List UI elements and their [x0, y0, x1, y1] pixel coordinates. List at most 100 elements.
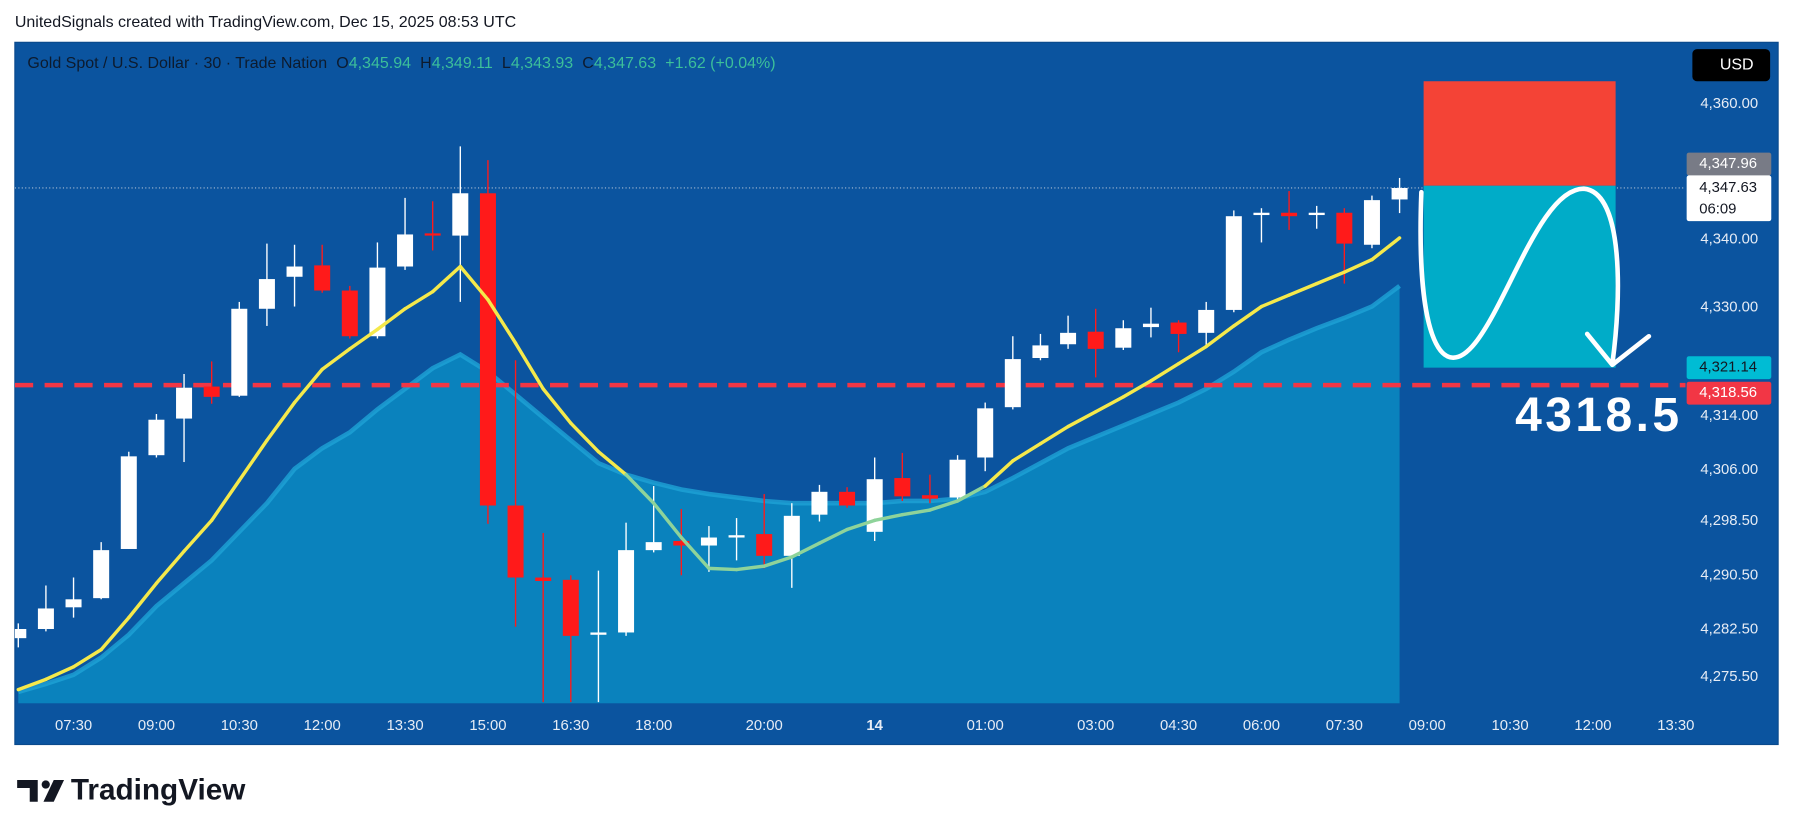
price-label: 4,321.14: [1699, 360, 1757, 376]
x-tick-label: 13:30: [1657, 718, 1694, 734]
x-tick-label: 10:30: [221, 718, 258, 734]
ma-segment: [430, 264, 463, 294]
candle-body: [37, 608, 54, 630]
candle-body: [1336, 212, 1353, 244]
legend-value: 4,345.94: [349, 55, 411, 72]
ma-segment: [541, 387, 573, 425]
legend-value: 4,343.93: [511, 55, 573, 72]
x-tick-label: 01:00: [967, 718, 1004, 734]
candle-body: [700, 537, 717, 546]
candle-body: [645, 542, 662, 551]
candle-body: [1170, 322, 1187, 334]
logo-dot: [41, 780, 50, 789]
y-tick-label: 4,290.50: [1700, 567, 1758, 583]
candle-body: [1308, 212, 1325, 216]
candle-body: [1032, 345, 1049, 359]
candle-body: [839, 491, 856, 506]
ma-segment: [127, 581, 159, 620]
candle-body: [949, 459, 966, 498]
ma-segment: [734, 564, 766, 572]
x-tick-label: 06:00: [1243, 718, 1280, 734]
candle-body: [424, 233, 441, 236]
candle-body: [1253, 212, 1270, 216]
price-label: 4,347.96: [1699, 156, 1757, 172]
ma-segment: [71, 647, 103, 669]
candle-body: [1087, 331, 1104, 349]
ma-segment: [237, 438, 269, 483]
legend-key: L: [502, 55, 511, 72]
price-label: 4,347.63: [1699, 180, 1757, 196]
brand-name: TradingView: [71, 773, 246, 806]
ma-segment: [1370, 236, 1402, 262]
x-tick-label: 07:30: [55, 718, 92, 734]
ma-segment: [403, 289, 435, 311]
y-tick-label: 4,314.00: [1700, 408, 1758, 424]
overlay: 4,360.00 4,340.00 4,330.00 4,314.00 4,306.00…: [55, 96, 1772, 734]
candle-body: [231, 308, 248, 396]
y-tick-label: 4,360.00: [1700, 96, 1758, 112]
y-tick-label: 4,340.00: [1700, 232, 1758, 248]
candle-body: [1225, 216, 1242, 310]
ma-segment: [707, 566, 739, 572]
ma-segment: [1287, 281, 1319, 297]
ma-segment: [1342, 257, 1374, 274]
currency-label[interactable]: USD: [1720, 56, 1754, 73]
ma-segment: [679, 535, 711, 571]
ma-segment: [845, 518, 877, 532]
candle-body: [1281, 212, 1298, 217]
candle-body: [977, 408, 994, 458]
symbol: Gold Spot / U.S. Dollar · 30 · Trade Nat…: [27, 55, 327, 72]
candle-body: [811, 491, 828, 515]
x-tick-label: 09:00: [1409, 718, 1446, 734]
x-tick-label: 07:30: [1326, 718, 1363, 734]
candle-body: [1198, 309, 1215, 333]
candle-body: [921, 495, 938, 499]
x-tick-label: 18:00: [635, 718, 672, 734]
candle-body: [894, 478, 911, 497]
ma-segment: [99, 615, 131, 652]
candle-body: [1115, 328, 1132, 348]
candle-body: [507, 505, 524, 578]
x-tick-label: 14: [866, 718, 883, 734]
candle-body: [369, 267, 386, 337]
arrow-drawing: [1418, 186, 1621, 366]
countdown: 06:09: [1699, 202, 1736, 218]
candle-body: [1004, 359, 1021, 408]
candle-body: [562, 579, 579, 636]
x-tick-label: 20:00: [746, 718, 783, 734]
legend-value: 4,347.63: [594, 55, 656, 72]
ma-segment: [1176, 344, 1208, 366]
x-tick-label: 03:00: [1077, 718, 1114, 734]
ma-segment: [1011, 442, 1043, 463]
ma-segment: [1204, 324, 1236, 349]
price-label-box: [1686, 175, 1772, 222]
candle-body: [120, 456, 137, 549]
candle-body: [618, 550, 635, 633]
ma-segment: [1121, 379, 1153, 399]
candle-body: [783, 515, 800, 556]
ma-segment: [624, 472, 656, 505]
brand-logo: [17, 779, 65, 802]
candle-body: [397, 234, 414, 267]
legend-key: O: [336, 55, 348, 72]
candle-body: [728, 535, 745, 538]
logo-slash: [43, 779, 65, 802]
ma-segment: [955, 484, 987, 503]
legend-key: C: [582, 55, 594, 72]
x-tick-label: 04:30: [1160, 718, 1197, 734]
candle-body: [148, 419, 165, 456]
candle-body: [756, 534, 773, 556]
candle-body: [1142, 323, 1159, 328]
ma-segment: [348, 327, 380, 351]
logo-mark: [17, 779, 38, 802]
ma-segment: [1066, 410, 1098, 429]
stop-zone: [1423, 81, 1616, 186]
candle-body: [1363, 200, 1380, 245]
ma-segment: [1093, 395, 1126, 414]
currency-button[interactable]: [1692, 49, 1771, 82]
candle-body: [14, 629, 27, 639]
ma-segment: [265, 400, 297, 443]
ma-segment: [1232, 304, 1264, 328]
